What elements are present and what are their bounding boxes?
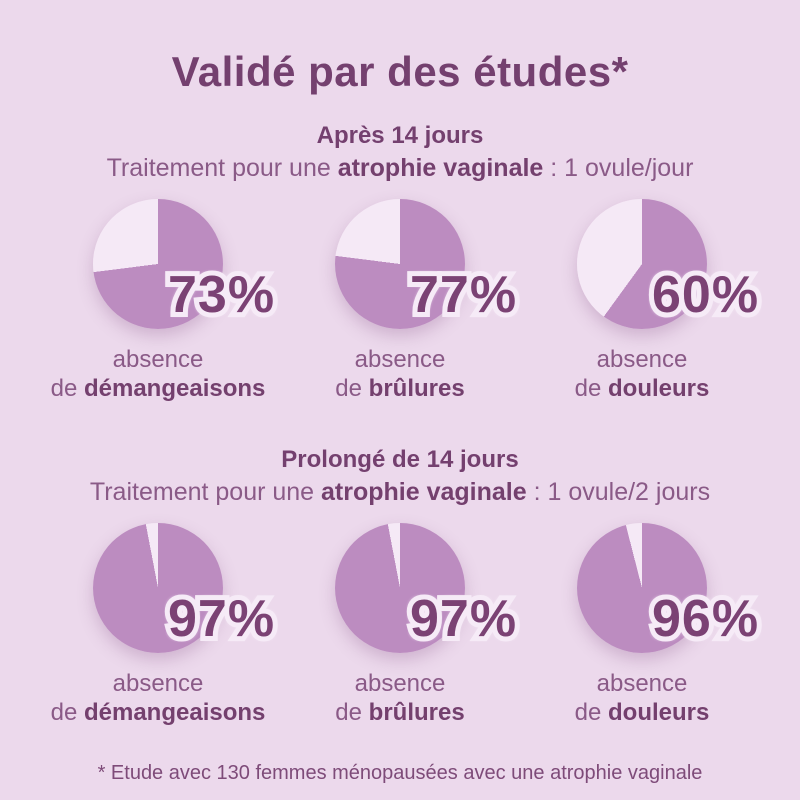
caption-prefix: de [335,699,369,726]
pie-caption-line1: absence [112,346,204,373]
pie-area: 73% 73% [38,199,279,345]
pie-caption-line2: de douleurs [522,700,762,726]
percentage-outline: 60% [647,262,763,328]
percentage-label: 97% 97% [163,586,279,660]
percentage-outline: 77% [405,262,521,328]
pie-caption-line2: de douleurs [522,376,762,402]
pie-area: 77% 77% [280,199,521,345]
subtitle-bold: atrophie vaginale [337,154,544,182]
subtitle-suffix: : 1 ovule/jour [543,154,694,182]
pie-chart-cell-brulures: 97% 97% absence de brûlures [280,523,521,726]
pie-row-1: 73% 73% absence de démangeaisons 77% 77%… [0,199,800,402]
pie-caption-line2: de démangeaisons [38,376,278,402]
percentage-outline: 97% [405,586,521,652]
percentage-label: 73% 73% [163,262,279,336]
pie-caption-line1: absence [596,670,688,697]
pie-caption-line1: absence [354,346,446,373]
pie-caption-line1: absence [596,346,688,373]
percentage-text: 97% [410,590,518,648]
caption-bold: brûlures [368,375,465,402]
percentage-text: 60% [652,266,760,324]
percentage-text: 73% [168,266,276,324]
section-apres-14-jours: Après 14 jours Traitement pour une atrop… [0,122,800,402]
subtitle-prefix: Traitement pour une [106,154,338,182]
pie-chart-cell-douleurs: 96% 96% absence de douleurs [522,523,763,726]
percentage-text: 97% [168,590,276,648]
percentage-label: 96% 96% [647,586,763,660]
section-prolonge-14-jours: Prolongé de 14 jours Traitement pour une… [0,446,800,726]
pie-caption-line1: absence [354,670,446,697]
pie-chart-cell-demangeaisons: 73% 73% absence de démangeaisons [38,199,279,402]
pie-chart [93,523,223,653]
percentage-outline: 96% [647,586,763,652]
subtitle-bold: atrophie vaginale [321,478,527,506]
caption-bold: démangeaisons [83,699,266,726]
pie-chart-cell-douleurs: 60% 60% absence de douleurs [522,199,763,402]
percentage-text: 96% [652,590,760,648]
pie-area: 60% 60% [522,199,763,345]
caption-prefix: de [335,375,369,402]
caption-prefix: de [50,699,84,726]
section-heading: Prolongé de 14 jours [281,446,519,473]
pie-caption-line2: de brûlures [280,376,520,402]
pie-chart-cell-brulures: 77% 77% absence de brûlures [280,199,521,402]
subtitle-prefix: Traitement pour une [89,478,322,506]
pie-chart [93,199,223,329]
section-subtitle: Traitement pour une atrophie vaginale : … [0,478,800,507]
pie-chart [577,199,707,329]
subtitle-suffix: : 1 ovule/2 jours [526,478,711,506]
pie-caption-line1: absence [112,670,204,697]
section-heading: Après 14 jours [316,122,484,149]
caption-bold: démangeaisons [83,375,266,402]
caption-prefix: de [574,699,609,726]
pie-chart [335,199,465,329]
caption-prefix: de [50,375,84,402]
percentage-label: 97% 97% [405,586,521,660]
caption-bold: douleurs [608,375,710,402]
caption-bold: brûlures [368,699,465,726]
caption-prefix: de [574,375,609,402]
pie-area: 97% 97% [280,523,521,669]
percentage-label: 60% 60% [647,262,763,336]
pie-caption-line2: de brûlures [280,700,520,726]
percentage-outline: 73% [163,262,279,328]
pie-chart [335,523,465,653]
pie-chart-cell-demangeaisons: 97% 97% absence de démangeaisons [38,523,279,726]
percentage-text: 77% [410,266,518,324]
section-subtitle: Traitement pour une atrophie vaginale : … [0,154,800,183]
pie-area: 96% 96% [522,523,763,669]
pie-chart [577,523,707,653]
pie-caption-line2: de démangeaisons [38,700,278,726]
pie-area: 97% 97% [38,523,279,669]
percentage-outline: 97% [163,586,279,652]
caption-bold: douleurs [608,699,710,726]
pie-row-2: 97% 97% absence de démangeaisons 97% 97%… [0,523,800,726]
footnote: * Etude avec 130 femmes ménopausées avec… [97,762,703,784]
page-title: Validé par des études* [171,48,629,95]
percentage-label: 77% 77% [405,262,521,336]
